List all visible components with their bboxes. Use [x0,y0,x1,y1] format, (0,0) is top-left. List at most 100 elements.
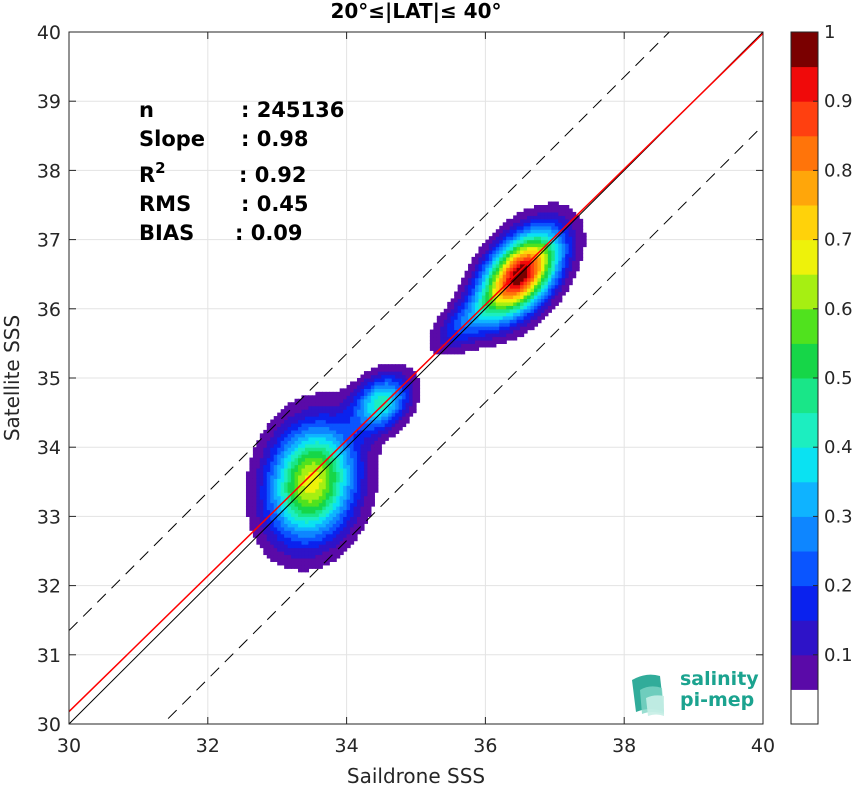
density-cell [537,291,542,296]
density-cell [322,512,327,517]
density-cell [381,384,386,389]
density-cell [405,398,410,403]
density-cell [520,329,525,334]
density-cell [287,485,292,490]
density-cell [544,284,549,289]
density-cell [457,308,462,313]
density-cell [325,512,330,517]
density-cell [481,336,486,341]
density-cell [339,402,344,407]
density-cell [384,416,389,421]
density-cell [256,457,261,462]
density-cell [311,506,316,511]
density-cell [287,416,292,421]
density-cell [315,433,320,438]
density-cell [478,326,483,331]
density-cell [304,422,310,428]
density-cell [301,461,306,466]
density-cell [294,551,299,556]
density-cell [245,474,251,479]
density-cell [280,450,285,455]
density-cell [343,436,348,441]
density-cell [492,232,497,237]
density-cell [527,308,532,313]
density-cell [530,305,535,310]
density-cell [325,481,330,486]
density-cell [405,371,410,376]
density-cell [343,474,348,479]
stat-value: : 245136 [241,98,344,122]
density-cell [325,395,330,400]
density-cell [575,260,580,265]
density-cell [554,239,559,244]
density-cell [363,416,369,421]
density-cell [520,256,525,261]
density-cell [509,225,514,230]
density-cell [325,499,330,504]
density-cell [579,239,584,244]
density-cell [478,294,483,300]
x-tick-label: 30 [57,735,81,757]
density-cell [464,277,469,282]
density-cell [277,422,282,428]
density-cell [346,492,351,497]
density-cell [336,474,341,479]
density-cell [474,329,480,334]
density-cell [575,263,580,268]
density-cell [346,454,351,459]
density-cell [322,506,327,511]
density-cell [315,533,320,538]
density-cell [520,301,525,306]
density-cell [315,450,320,455]
density-cell [520,291,525,296]
density-cell [485,308,490,313]
density-cell [270,450,275,455]
density-cell [547,277,552,282]
density-cell [506,243,511,248]
density-cell [322,551,327,556]
stat-value: : 0.09 [235,221,303,245]
density-cell [527,253,532,258]
density-cell [304,488,310,493]
density-cell [301,540,306,545]
density-cell [391,395,396,400]
density-cell [530,267,535,272]
density-cell [308,412,313,417]
density-cell [332,443,337,448]
density-cell [513,301,518,306]
stat-value: : 0.45 [241,192,309,216]
density-cell [294,523,299,528]
density-cell [391,422,396,428]
density-cell [311,516,316,521]
density-cell [405,381,410,386]
density-cell [478,319,483,324]
density-cell [266,485,271,490]
density-cell [287,561,292,566]
density-cell [318,516,323,521]
density-cell [370,409,375,414]
density-cell [343,391,348,396]
density-cell [367,391,372,396]
density-cell [554,291,559,296]
colorbar-segment [791,447,818,483]
density-cell [273,454,278,459]
density-cell [402,364,407,369]
density-cell [388,419,393,424]
density-cell [516,225,521,230]
density-cell [287,433,292,438]
density-cell [391,371,396,376]
density-cell [336,436,341,441]
density-cell [506,236,511,241]
density-cell [357,395,362,400]
density-cell [516,284,521,289]
density-cell [308,409,313,414]
density-cell [336,464,341,469]
density-cell [277,412,282,417]
density-cell [277,485,282,490]
density-cell [256,467,261,473]
density-cell [280,481,285,486]
density-cell [363,447,369,452]
density-cell [468,294,473,300]
density-cell [495,274,500,279]
density-cell [332,416,337,421]
